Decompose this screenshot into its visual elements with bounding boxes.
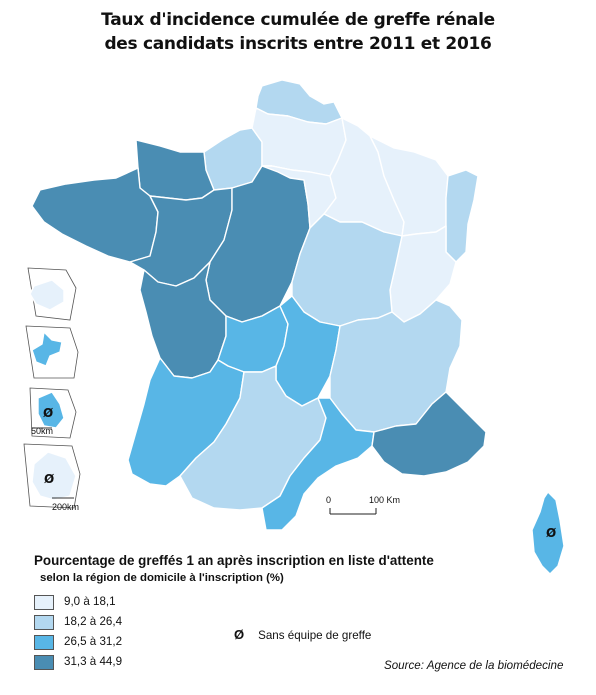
legend-swatch-class-4 [34, 655, 54, 670]
region-reunion [29, 279, 65, 311]
no-surgery-icon-corse: Ø [546, 526, 556, 540]
frame-guyane [23, 443, 81, 509]
region-martinique [37, 391, 65, 429]
map-title-line1: Taux d'incidence cumulée de greffe rénal… [101, 10, 495, 30]
no-surgery-icon: Ø [234, 627, 245, 642]
region-basse-normandie [135, 139, 215, 201]
map-title-line2: des candidats inscrits entre 2011 et 201… [104, 34, 492, 54]
legend-label-class-2: 18,2 à 26,4 [64, 615, 123, 628]
no-surgery-icon-guyane: Ø [44, 472, 54, 486]
no-surgery-legend: Ø Sans équipe de greffe [234, 627, 371, 642]
legend-subtitle: selon la région de domicile à l'inscript… [40, 572, 284, 584]
region-guadeloupe [31, 331, 63, 367]
region-paca [371, 391, 487, 477]
legend-swatch-class-2 [34, 615, 54, 630]
scale-label-zero: 0 [326, 495, 331, 505]
frame-guadeloupe [25, 325, 79, 379]
region-bretagne [31, 167, 159, 263]
region-corse [531, 491, 565, 575]
legend-label-class-3: 26,5 à 31,2 [64, 635, 123, 648]
region-languedoc-roussillon [261, 397, 375, 531]
source-note: Source: Agence de la biomédecine [384, 659, 564, 672]
no-surgery-label: Sans équipe de greffe [258, 629, 372, 642]
legend-swatch-class-1 [34, 595, 54, 610]
region-alsace [445, 169, 479, 263]
legend-swatch-class-3 [34, 635, 54, 650]
frame-reunion [27, 267, 77, 321]
inset-scale-label-small: 50km [31, 426, 53, 436]
no-surgery-icon-martinique: Ø [43, 406, 53, 420]
legend-label-class-4: 31,3 à 44,9 [64, 655, 123, 668]
inset-scale-label-large: 200km [52, 502, 79, 512]
region-guyane [31, 451, 77, 501]
legend-label-class-1: 9,0 à 18,1 [64, 595, 116, 608]
frame-martinique [29, 387, 77, 439]
scale-label-end: 100 Km [369, 495, 400, 505]
scale-bar [329, 508, 377, 515]
legend-title: Pourcentage de greffés 1 an après inscri… [34, 553, 434, 568]
